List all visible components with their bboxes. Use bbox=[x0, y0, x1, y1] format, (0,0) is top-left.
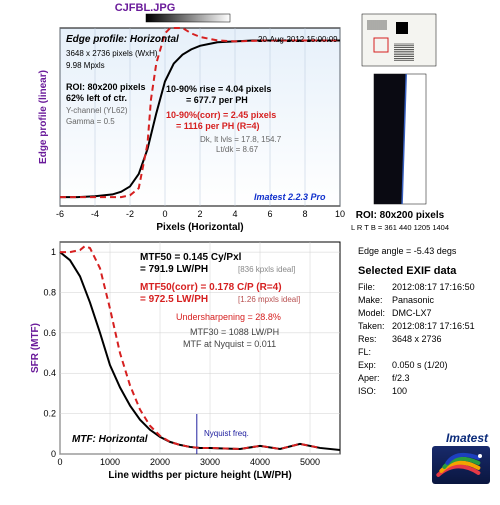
svg-text:[836 kpxls ideal]: [836 kpxls ideal] bbox=[238, 265, 295, 274]
file-title: CJFBL.JPG bbox=[115, 2, 176, 14]
svg-text:ROI: 80x200 pixels: ROI: 80x200 pixels bbox=[66, 82, 146, 92]
svg-text:Y-channel (YL62): Y-channel (YL62) bbox=[66, 106, 128, 115]
svg-text:2000: 2000 bbox=[150, 457, 170, 467]
svg-text:6: 6 bbox=[267, 209, 272, 219]
svg-text:MTF50 = 0.145 Cy/Pxl: MTF50 = 0.145 Cy/Pxl bbox=[140, 252, 242, 263]
svg-text:Aper:: Aper: bbox=[358, 373, 380, 383]
svg-text:MTF50(corr) = 0.178 C/P (R=4: MTF50(corr) = 0.178 C/P (R=4) bbox=[140, 282, 282, 293]
svg-text:Gamma = 0.5: Gamma = 0.5 bbox=[66, 117, 115, 126]
svg-text:= 677.7 per PH: = 677.7 per PH bbox=[186, 95, 248, 105]
svg-text:2012:08:17 17:16:50: 2012:08:17 17:16:50 bbox=[392, 282, 475, 292]
svg-text:10-90%(corr) = 2.45 pixels: 10-90%(corr) = 2.45 pixels bbox=[166, 110, 276, 120]
svg-text:-4: -4 bbox=[91, 209, 99, 219]
chart1-ylabel: Edge profile (linear) bbox=[38, 70, 49, 164]
imatest-wordmark: Imatest bbox=[446, 431, 489, 445]
svg-text:MTF30 = 1088 LW/PH: MTF30 = 1088 LW/PH bbox=[190, 327, 279, 337]
svg-text:2012:08:17 17:16:51: 2012:08:17 17:16:51 bbox=[392, 321, 475, 331]
roi-label: ROI: 80x200 pixels bbox=[356, 210, 445, 221]
svg-text:5000: 5000 bbox=[300, 457, 320, 467]
svg-text:Taken:: Taken: bbox=[358, 321, 385, 331]
svg-text:-6: -6 bbox=[56, 209, 64, 219]
svg-text:1000: 1000 bbox=[100, 457, 120, 467]
svg-text:10: 10 bbox=[335, 209, 345, 219]
exif-title: Selected EXIF data bbox=[358, 265, 457, 277]
svg-text:100: 100 bbox=[392, 386, 407, 396]
edge-angle: Edge angle = -5.43 degs bbox=[358, 246, 457, 256]
svg-text:0: 0 bbox=[57, 457, 62, 467]
svg-text:Lt/dk = 8.67: Lt/dk = 8.67 bbox=[216, 145, 259, 154]
svg-text:Undersharpening = 28.8%: Undersharpening = 28.8% bbox=[176, 312, 281, 322]
svg-text:4000: 4000 bbox=[250, 457, 270, 467]
svg-text:3000: 3000 bbox=[200, 457, 220, 467]
svg-text:Edge profile: Horizontal: Edge profile: Horizontal bbox=[66, 34, 179, 45]
svg-text:0.4: 0.4 bbox=[43, 368, 56, 378]
svg-text:[1.26 mpxls ideal]: [1.26 mpxls ideal] bbox=[238, 295, 300, 304]
svg-text:Nyquist freq.: Nyquist freq. bbox=[204, 429, 249, 438]
svg-text:ISO:: ISO: bbox=[358, 386, 376, 396]
gradient-bar bbox=[146, 14, 230, 22]
svg-text:-2: -2 bbox=[126, 209, 134, 219]
svg-text:f/2.3: f/2.3 bbox=[392, 373, 410, 383]
svg-text:DMC-LX7: DMC-LX7 bbox=[392, 308, 432, 318]
svg-text:3648 x 2736 pixels (WxH): 3648 x 2736 pixels (WxH) bbox=[66, 49, 158, 58]
svg-text:10-90% rise = 4.04 pixels: 10-90% rise = 4.04 pixels bbox=[166, 84, 271, 94]
chart1-xlabel: Pixels (Horizontal) bbox=[156, 222, 243, 233]
svg-text:20-Aug-2012 15:00:09: 20-Aug-2012 15:00:09 bbox=[258, 35, 338, 44]
chart2-ylabel: SFR (MTF) bbox=[30, 323, 41, 373]
svg-text:0: 0 bbox=[51, 449, 56, 459]
svg-text:Model:: Model: bbox=[358, 308, 385, 318]
svg-text:2: 2 bbox=[197, 209, 202, 219]
svg-text:8: 8 bbox=[302, 209, 307, 219]
svg-text:MTF at Nyquist = 0.011: MTF at Nyquist = 0.011 bbox=[183, 339, 276, 349]
svg-text:= 972.5 LW/PH: = 972.5 LW/PH bbox=[140, 294, 208, 305]
roi-bounds: L R T B = 361 440 1205 1404 bbox=[351, 223, 449, 232]
svg-text:Dk, lt lvls = 17.8, 154.7: Dk, lt lvls = 17.8, 154.7 bbox=[200, 135, 282, 144]
svg-text:3648 x 2736: 3648 x 2736 bbox=[392, 334, 442, 344]
svg-text:= 791.9 LW/PH: = 791.9 LW/PH bbox=[140, 264, 208, 275]
svg-text:0.8: 0.8 bbox=[43, 287, 56, 297]
svg-text:File:: File: bbox=[358, 282, 375, 292]
svg-text:0.050 s (1/20): 0.050 s (1/20) bbox=[392, 360, 448, 370]
svg-text:Imatest 2.2.3 Pro: Imatest 2.2.3 Pro bbox=[254, 192, 326, 202]
svg-text:0.6: 0.6 bbox=[43, 328, 56, 338]
svg-text:Exp:: Exp: bbox=[358, 360, 376, 370]
svg-text:4: 4 bbox=[232, 209, 237, 219]
svg-text:Panasonic: Panasonic bbox=[392, 295, 435, 305]
svg-text:1: 1 bbox=[51, 247, 56, 257]
svg-text:Make:: Make: bbox=[358, 295, 383, 305]
svg-text:Res:: Res: bbox=[358, 334, 377, 344]
svg-text:MTF: Horizontal: MTF: Horizontal bbox=[72, 434, 148, 445]
svg-text:9.98 Mpxls: 9.98 Mpxls bbox=[66, 61, 105, 70]
svg-text:0: 0 bbox=[162, 209, 167, 219]
chart2-xlabel: Line widths per picture height (LW/PH) bbox=[108, 470, 291, 481]
svg-text:0.2: 0.2 bbox=[43, 409, 56, 419]
svg-text:62% left of ctr.: 62% left of ctr. bbox=[66, 93, 127, 103]
svg-text:FL:: FL: bbox=[358, 347, 371, 357]
svg-text:= 1116 per PH (R=4): = 1116 per PH (R=4) bbox=[176, 121, 260, 131]
